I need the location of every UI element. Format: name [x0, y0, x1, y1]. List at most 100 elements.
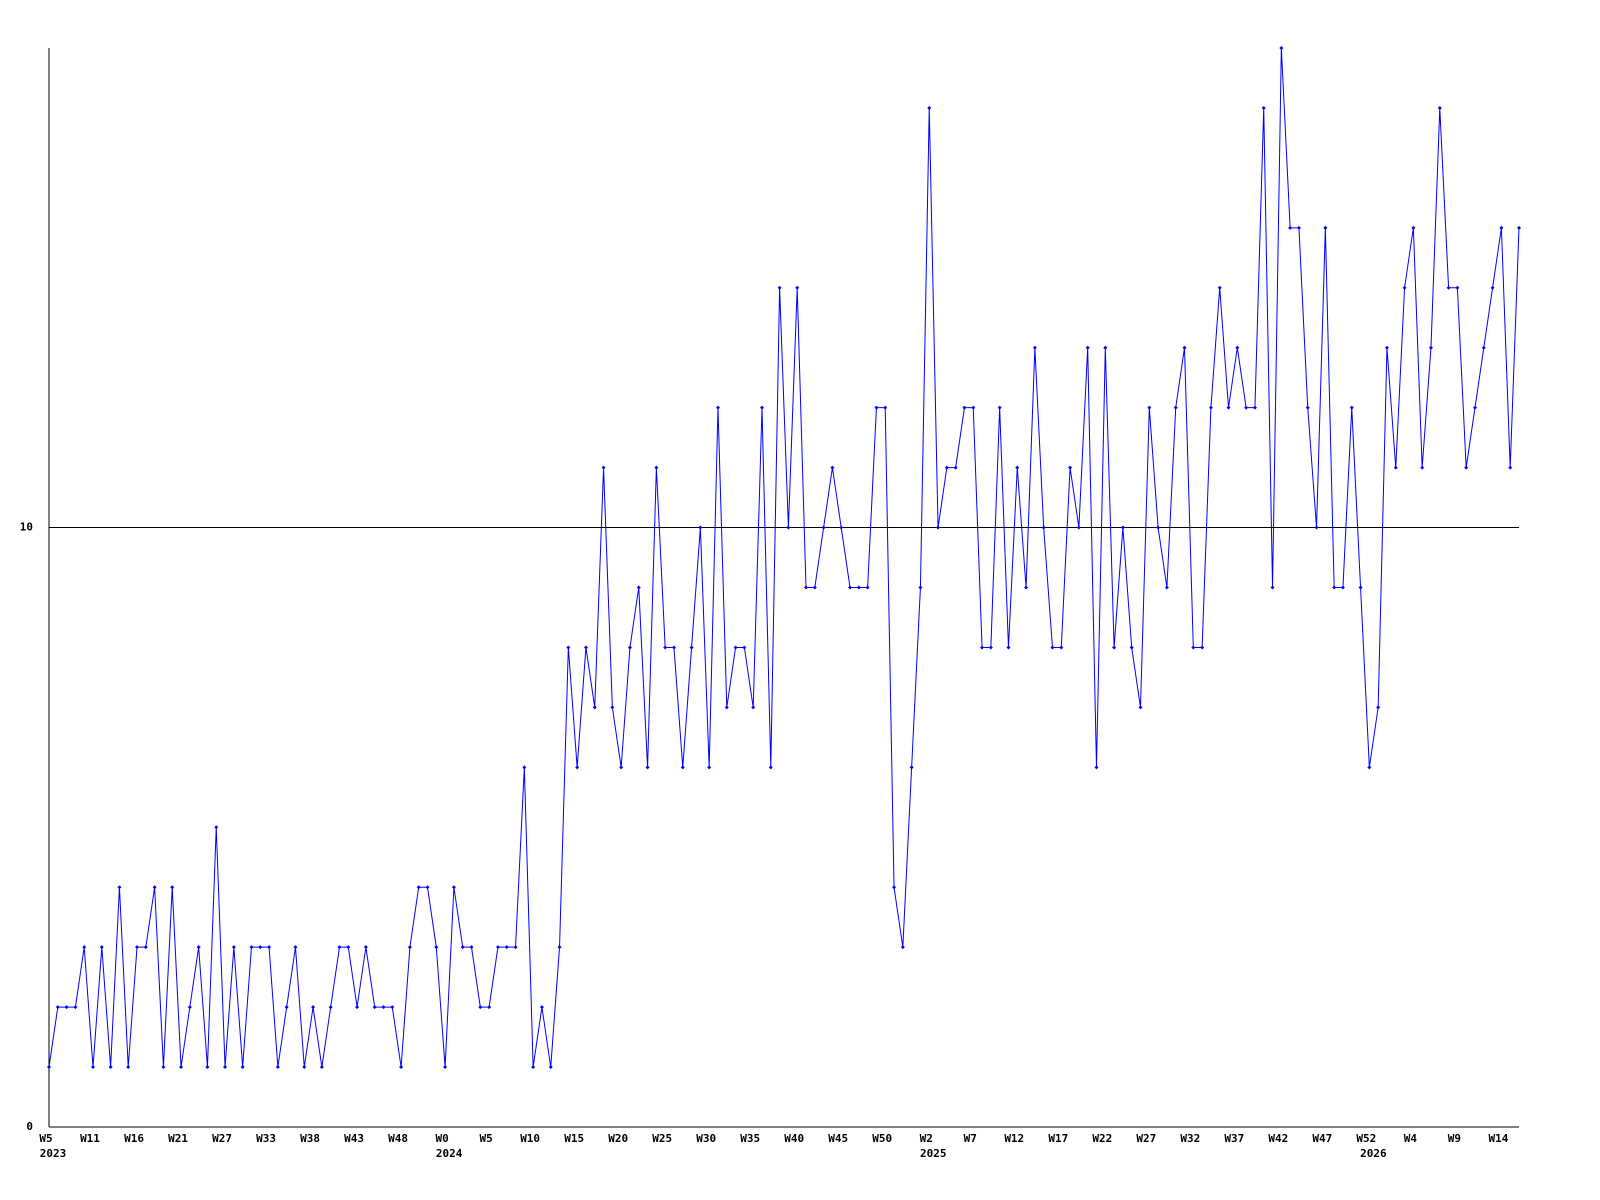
- point: [1261, 105, 1266, 110]
- x-year-label: 2025: [920, 1147, 947, 1160]
- x-year-label: 2024: [436, 1147, 463, 1160]
- x-tick-label: W50: [872, 1132, 892, 1145]
- x-year-label: 2023: [40, 1147, 67, 1160]
- x-year-label: 2026: [1360, 1147, 1387, 1160]
- point: [1376, 705, 1381, 710]
- point: [707, 765, 712, 770]
- point: [1402, 285, 1407, 290]
- point: [117, 885, 122, 890]
- point: [566, 645, 571, 650]
- point: [1411, 225, 1416, 230]
- point: [856, 585, 861, 590]
- point: [883, 405, 888, 410]
- point: [592, 705, 597, 710]
- point: [407, 945, 412, 950]
- point: [1367, 765, 1372, 770]
- point: [689, 645, 694, 650]
- point: [152, 885, 157, 890]
- point: [1147, 405, 1152, 410]
- x-tick-label: W25: [652, 1132, 672, 1145]
- point: [988, 645, 993, 650]
- point: [1446, 285, 1451, 290]
- point: [636, 585, 641, 590]
- point: [839, 525, 844, 530]
- x-tick-label: W27: [1136, 1132, 1156, 1145]
- point: [55, 1005, 60, 1010]
- point: [495, 945, 500, 950]
- point: [1226, 405, 1231, 410]
- point: [214, 825, 219, 830]
- point: [451, 885, 456, 890]
- x-tick-label: W37: [1224, 1132, 1244, 1145]
- point: [1393, 465, 1398, 470]
- x-tick-label: W45: [828, 1132, 848, 1145]
- point: [1455, 285, 1460, 290]
- point: [892, 885, 897, 890]
- x-tick-label: W38: [300, 1132, 320, 1145]
- point: [848, 585, 853, 590]
- point: [1323, 225, 1328, 230]
- point: [663, 645, 668, 650]
- x-tick-label: W35: [740, 1132, 760, 1145]
- point: [909, 765, 914, 770]
- point: [619, 765, 624, 770]
- x-tick-label: W43: [344, 1132, 364, 1145]
- point: [786, 525, 791, 530]
- point: [372, 1005, 377, 1010]
- point: [443, 1065, 448, 1070]
- point: [187, 1005, 192, 1010]
- point: [1235, 345, 1240, 350]
- x-tick-label: W32: [1180, 1132, 1200, 1145]
- point: [698, 525, 703, 530]
- point: [311, 1005, 316, 1010]
- point: [293, 945, 298, 950]
- point: [627, 645, 632, 650]
- point: [953, 465, 958, 470]
- x-tick-label: W10: [520, 1132, 540, 1145]
- point: [1279, 46, 1284, 50]
- point: [82, 945, 87, 950]
- point: [267, 945, 272, 950]
- point: [1508, 465, 1513, 470]
- point: [1191, 645, 1196, 650]
- point: [1015, 465, 1020, 470]
- x-tick-label: W5: [39, 1132, 52, 1145]
- point: [504, 945, 509, 950]
- point: [1208, 405, 1213, 410]
- point: [1032, 345, 1037, 350]
- point: [223, 1065, 228, 1070]
- point: [1349, 405, 1354, 410]
- point: [258, 945, 263, 950]
- point: [170, 885, 175, 890]
- point: [557, 945, 562, 950]
- point: [733, 645, 738, 650]
- x-tick-label: W48: [388, 1132, 408, 1145]
- point: [478, 1005, 483, 1010]
- point: [1041, 525, 1046, 530]
- point: [284, 1005, 289, 1010]
- point: [927, 105, 932, 110]
- point: [997, 405, 1002, 410]
- point: [830, 465, 835, 470]
- point: [971, 405, 976, 410]
- point: [645, 765, 650, 770]
- point: [715, 405, 720, 410]
- point: [1094, 765, 1099, 770]
- point: [1472, 405, 1477, 410]
- point: [196, 945, 201, 950]
- point: [751, 705, 756, 710]
- point: [1138, 705, 1143, 710]
- point: [1173, 405, 1178, 410]
- point: [1332, 585, 1337, 590]
- point: [1112, 645, 1117, 650]
- x-tick-label: W21: [168, 1132, 188, 1145]
- point: [531, 1065, 536, 1070]
- point: [1270, 585, 1275, 590]
- point: [469, 945, 474, 950]
- x-tick-label: W42: [1268, 1132, 1288, 1145]
- point: [1068, 465, 1073, 470]
- point: [1428, 345, 1433, 350]
- point: [812, 585, 817, 590]
